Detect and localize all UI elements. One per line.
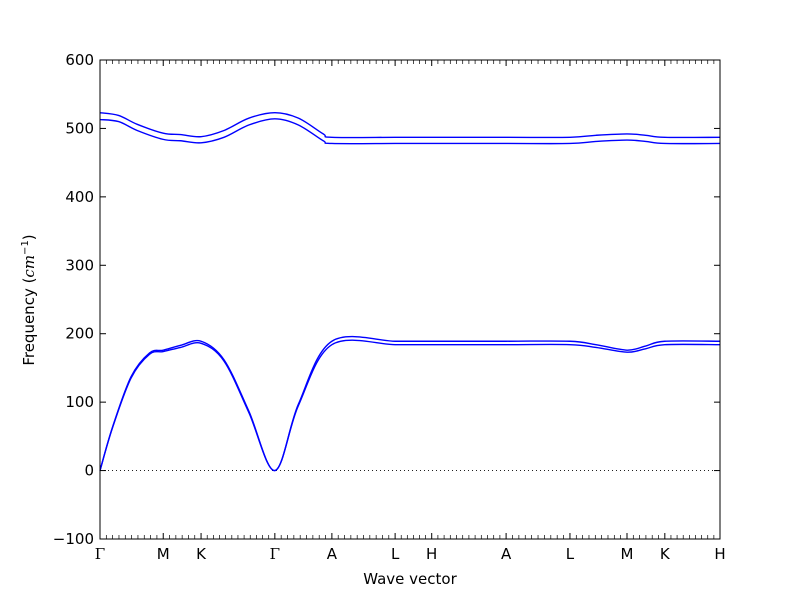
y-tick-label: 300 (65, 256, 94, 274)
x-tick-label: Γ (270, 545, 280, 563)
y-axis-label-prefix: Frequency ( (20, 278, 38, 366)
x-tick-label: A (327, 545, 338, 563)
x-tick-label: Γ (95, 545, 105, 563)
x-tick-label: K (660, 545, 671, 563)
y-tick-label: 400 (65, 188, 94, 206)
y-axis-label: Frequency (cm−1) (20, 234, 38, 365)
x-tick-label: H (426, 545, 437, 563)
y-tick-label: 200 (65, 325, 94, 343)
y-tick-label: −100 (53, 530, 94, 548)
plot-background (100, 60, 720, 539)
x-tick-label: H (714, 545, 725, 563)
y-axis: −100 0 100 200 300 400 500 600 (53, 51, 720, 548)
series-lines (99, 111, 721, 472)
x-tick-label: M (157, 545, 170, 563)
y-tick-label: 500 (65, 119, 94, 137)
y-axis-label-suffix: ) (20, 234, 38, 240)
x-tick-label: A (501, 545, 512, 563)
x-axis-label: Wave vector (363, 570, 457, 588)
plot-frame (99, 59, 721, 540)
y-tick-label: 0 (84, 462, 94, 480)
y-axis-label-units: cm (20, 255, 38, 278)
y-axis-label-exponent: −1 (20, 240, 31, 255)
phonon-branch-2 (99, 335, 721, 472)
y-tick-label: 100 (65, 393, 94, 411)
y-tick-label: 600 (65, 51, 94, 69)
minor-ticks (105, 60, 715, 539)
x-tick-label: M (621, 545, 634, 563)
phonon-branch-4 (99, 111, 721, 139)
phonon-branch-3 (99, 118, 721, 145)
x-tick-label: L (391, 545, 400, 563)
x-tick-label: L (566, 545, 575, 563)
x-tick-label: K (196, 545, 207, 563)
